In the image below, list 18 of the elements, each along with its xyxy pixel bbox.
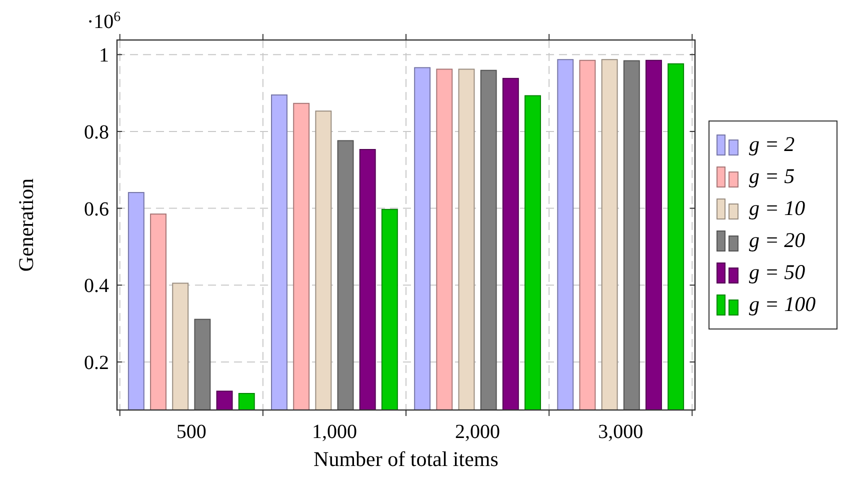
x-tick-label: 500 bbox=[176, 421, 206, 443]
y-axis-title: Generation bbox=[14, 178, 38, 272]
legend-label: g = 100 bbox=[749, 292, 816, 316]
x-axis-title: Number of total items bbox=[314, 447, 498, 471]
legend-label: g = 5 bbox=[749, 164, 795, 188]
legend-label: g = 20 bbox=[749, 228, 806, 252]
y-tick-label: 0.2 bbox=[84, 352, 109, 374]
y-tick-label: 1 bbox=[99, 44, 109, 67]
y-tick-label: 0.8 bbox=[84, 121, 109, 144]
x-tick-label: 2,000 bbox=[455, 421, 500, 443]
text: ·10$^{6}$ bbox=[87, 10, 121, 33]
x-tick-label: 1,000 bbox=[312, 421, 357, 443]
legend-label: g = 2 bbox=[749, 132, 796, 156]
legend-label: g = 10 bbox=[749, 196, 806, 220]
y-tick-label: 0.4 bbox=[84, 275, 109, 298]
legend-label: g = 50 bbox=[749, 260, 806, 284]
x-tick-label: 3,000 bbox=[598, 421, 644, 443]
y-tick-label: 0.6 bbox=[84, 198, 109, 220]
